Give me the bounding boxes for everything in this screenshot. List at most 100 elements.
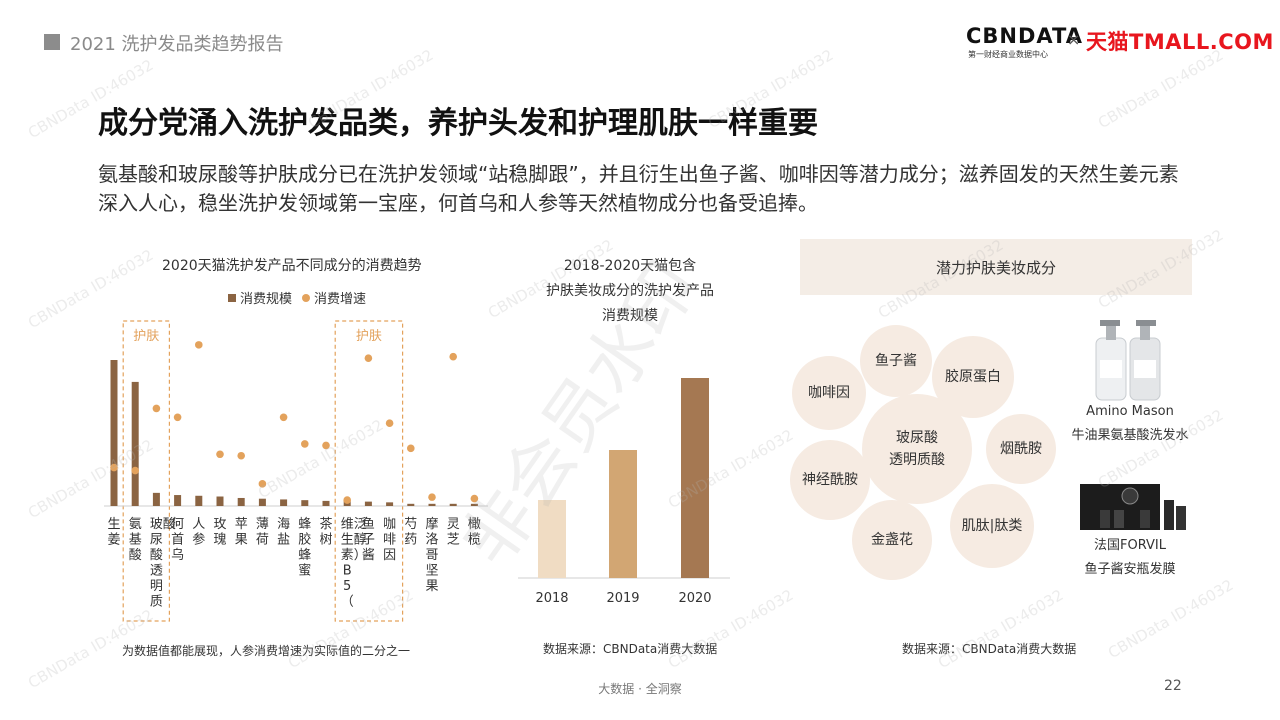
chart1-bar <box>322 500 330 506</box>
chart1-dot <box>195 341 203 349</box>
bubble-ceramide: 神经酰胺 <box>790 440 870 520</box>
chart1-category-label: 橄榄 <box>468 517 481 548</box>
chart1-category-label: 咖啡因 <box>383 517 396 563</box>
page-number: 22 <box>1164 678 1182 694</box>
chart2-title: 2018-2020天猫包含 护肤美妆成分的洗护发产品 消费规模 <box>520 254 740 329</box>
chart2-title-line3: 消费规模 <box>602 308 658 324</box>
legend-bar-swatch <box>228 293 236 302</box>
chart1-bar <box>470 503 478 506</box>
chart1-dot <box>470 494 479 503</box>
chart1-category-label: 玫瑰 <box>213 517 226 548</box>
chart1-category-label: 苹果 <box>235 517 248 548</box>
chart1-category-label: 芍药 <box>404 516 417 548</box>
chart2-title-line1: 2018-2020天猫包含 <box>563 258 697 274</box>
chart1-legend: 消费规模 消费增速 <box>228 288 366 307</box>
chart1-dot <box>110 463 118 472</box>
chart1-bar <box>301 500 309 506</box>
chart1-category-label: 维生素 B 5 （泛醇） <box>341 517 367 610</box>
bubble-niacinamide: 烟酰胺 <box>986 414 1056 484</box>
chart1-category-label: 海盐 <box>277 517 290 548</box>
header-marker <box>44 34 60 50</box>
chart2-bar <box>609 450 637 578</box>
amino-mason-bottle-image <box>1095 320 1161 401</box>
chart2-year-label: 2019 <box>606 591 639 606</box>
chart1-bar <box>258 498 266 506</box>
skincare-highlight-label: 护肤 <box>133 329 159 344</box>
chart1-dot <box>343 496 352 504</box>
chart1-category-label: 鱼子酱 <box>362 516 375 563</box>
bubble-hyaluronic-line1: 玻尿酸 <box>896 430 938 446</box>
footer-tagline: 大数据 · 全洞察 <box>598 682 682 696</box>
chart1-title: 2020天猫洗护发产品不同成分的消费趋势 <box>162 258 422 274</box>
report-title: 2021 洗护发品类趋势报告 <box>70 34 284 55</box>
chart1-bar <box>449 503 457 506</box>
chart1-dot <box>301 440 309 448</box>
chart1-dot <box>258 480 267 488</box>
bubble-collagen: 胶原蛋白 <box>932 336 1014 418</box>
chart1-category-label: 人参 <box>192 517 205 548</box>
chart1-category-label: 薄荷 <box>256 517 269 548</box>
chart1-category-label: 何首乌 <box>171 516 184 563</box>
product1-name: Amino Mason <box>1086 404 1174 419</box>
panel-source: 数据来源：CBNData消费大数据 <box>902 642 1077 656</box>
chart1-dot <box>131 466 139 475</box>
skincare-highlight-box <box>122 320 170 622</box>
chart1-bar <box>364 501 372 506</box>
chart1-dot <box>152 404 161 413</box>
chart1-note: 为数据值都能展现，人参消费增速为实际值的二分之一 <box>122 644 411 658</box>
chart1-bar <box>216 496 224 506</box>
page-title: 成分党涌入洗护发品类，养护头发和护理肌肤一样重要 <box>98 106 818 141</box>
legend-dot-label: 消费增速 <box>314 292 367 307</box>
chart1-category-label: 生姜 <box>107 517 120 548</box>
chart1-dot <box>279 413 288 422</box>
chart1-dot <box>385 419 394 428</box>
product2-desc: 鱼子酱安瓶发膜 <box>1084 562 1176 577</box>
bubble-carnosine: 肌肽|肽类 <box>950 484 1034 568</box>
chart1-bar <box>428 503 436 506</box>
chart1-dot <box>322 441 330 450</box>
panel-header: 潜力护肤美妆成分 <box>800 239 1192 295</box>
chart1-category-label: 摩洛哥坚果 <box>425 516 438 594</box>
chart1-bar <box>174 495 182 506</box>
chart1-dot <box>407 444 415 453</box>
cbndata-logo-subtitle: 第一财经商业数据中心 <box>968 50 1048 59</box>
bubble-hyaluronic-line2: 透明质酸 <box>889 452 945 468</box>
skincare-highlight-label: 护肤 <box>356 329 382 344</box>
legend-dot-swatch <box>302 293 311 302</box>
cbndata-logo: CBNDATA <box>966 24 1083 48</box>
tmall-logo: 天猫TMALL.COM <box>1086 30 1274 54</box>
chart1-category-label: 蜂胶蜂蜜 <box>298 517 311 579</box>
chart1-dot <box>428 493 436 501</box>
chart1-category-label: 玻尿酸透明质酸 <box>150 517 176 610</box>
chart2-year-label: 2020 <box>678 591 711 606</box>
intro-paragraph: 氨基酸和玻尿酸等护肤成分已在洗护发领域“站稳脚跟”，并且衍生出鱼子酱、咖啡因等潜… <box>98 162 1179 215</box>
chart2-source: 数据来源：CBNData消费大数据 <box>543 642 718 656</box>
bubble-hyaluronic: 玻尿酸 透明质酸 <box>862 394 972 504</box>
chart1-category-label: 茶树 <box>319 516 332 548</box>
chart1-dot <box>173 413 182 422</box>
chart2-bar <box>538 500 566 578</box>
chart1-bar <box>152 492 160 506</box>
bubble-caviar: 鱼子酱 <box>860 325 932 397</box>
chart2-bar <box>681 378 709 578</box>
forvil-box-image <box>1080 484 1186 530</box>
chart1-category-label: 氨基酸 <box>129 517 142 563</box>
chart1-bar <box>131 381 139 506</box>
chart2-title-line2: 护肤美妆成分的洗护发产品 <box>546 283 714 299</box>
chart2-year-label: 2018 <box>535 591 568 606</box>
skincare-highlight-box <box>334 320 404 622</box>
chart1-category-label: 灵芝 <box>447 517 460 548</box>
chart1-bar <box>407 503 415 506</box>
bubble-calendula: 金盏花 <box>852 500 932 580</box>
chart1-bar <box>386 502 394 506</box>
chart1-bar <box>237 497 245 506</box>
chart1-dot <box>216 450 224 459</box>
chart1-bar <box>280 499 288 506</box>
legend-bar-label: 消费规模 <box>240 292 293 307</box>
chart1-dot <box>364 354 373 362</box>
chart1-dot <box>237 451 245 460</box>
bubble-caffeine: 咖啡因 <box>792 356 866 430</box>
logo-separator: × <box>1067 30 1081 49</box>
product2-name: 法国FORVIL <box>1093 538 1166 553</box>
